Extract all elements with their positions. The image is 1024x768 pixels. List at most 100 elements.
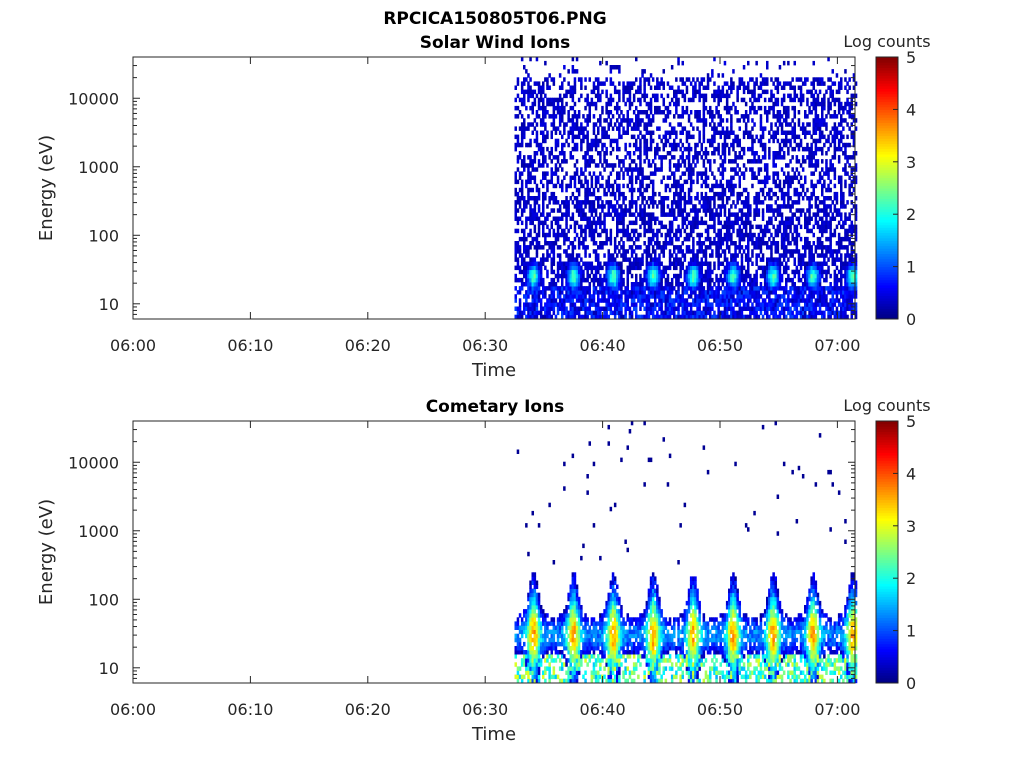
heatmap-cell [717,146,720,152]
heatmap-cell [734,159,737,164]
heatmap-cell [816,179,820,185]
heatmap-cell [685,290,689,295]
heatmap-cell [616,273,619,279]
heatmap-cell [763,77,767,82]
heatmap-cell [818,286,822,291]
heatmap-cell [586,118,589,123]
heatmap-cell [546,77,549,82]
heatmap-cell [666,310,670,316]
heatmap-cell [533,216,537,221]
heatmap-cell [533,167,537,172]
heatmap-cell [821,146,824,152]
heatmap-cell [818,224,822,230]
heatmap-cell [588,118,592,123]
heatmap-cell [632,110,636,115]
heatmap-cell [774,171,778,176]
heatmap-cell [618,89,621,95]
heatmap-cell [654,306,657,311]
heatmap-cell [535,232,539,238]
heatmap-cell [823,245,826,250]
heatmap-cell [715,286,718,291]
heatmap-cell [728,110,731,115]
heatmap-cell [780,126,784,131]
heatmap-cell [628,314,632,320]
heatmap-cell [533,175,537,180]
heatmap-cell [757,159,761,164]
heatmap-cell [550,196,554,201]
heatmap-cell [766,241,769,246]
heatmap-cell [561,97,564,103]
heatmap-cell [647,245,651,250]
heatmap-cell [666,306,670,311]
heatmap-cell [772,261,775,266]
heatmap-cell [698,282,701,287]
heatmap-cell [692,286,695,291]
heatmap-cell [643,277,646,283]
heatmap-cell [782,183,786,189]
heatmap-cell [542,134,545,140]
heatmap-cell [561,298,564,303]
heatmap-cell [694,261,697,266]
heatmap-cell [730,277,733,283]
heatmap-cell [698,85,701,90]
heatmap-cell [717,130,720,135]
heatmap-cell [573,183,577,189]
heatmap-cell [630,134,634,140]
heatmap-cell [749,105,752,111]
heatmap-cell [738,138,742,144]
heatmap-cell [666,232,670,238]
heatmap-cell [692,261,695,266]
heatmap-cell [823,196,826,201]
heatmap-cell [599,314,602,320]
heatmap-cell [789,286,792,291]
heatmap-cell [651,196,655,201]
heatmap-cell [582,290,585,295]
heatmap-cell [778,282,782,287]
heatmap-cell [766,269,769,275]
heatmap-cell [687,212,691,217]
heatmap-cell [533,261,537,266]
heatmap-cell [531,314,535,320]
heatmap-cell [696,265,699,271]
heatmap-cell [751,77,754,82]
heatmap-cell [601,298,604,303]
heatmap-cell [717,228,720,234]
heatmap-cell [683,277,687,283]
heatmap-cell [531,290,535,295]
heatmap-cell [821,101,824,107]
heatmap-cell [605,302,608,307]
heatmap-cell [537,97,541,103]
heatmap-cell [660,159,663,164]
heatmap-cell [571,118,575,123]
heatmap-cell [525,236,528,242]
heatmap-cell [713,126,716,131]
heatmap-cell [601,265,604,271]
heatmap-cell [814,273,818,279]
heatmap-cell [687,294,691,299]
heatmap-cell [639,81,642,86]
heatmap-cell [656,294,659,299]
heatmap-cell [546,257,549,262]
heatmap-cell [683,216,687,221]
heatmap-cell [624,310,627,316]
heatmap-cell [609,151,613,156]
heatmap-cell [759,306,763,311]
heatmap-cell [785,290,788,295]
heatmap-cell [668,294,672,299]
heatmap-cell [785,81,788,86]
heatmap-cell [605,134,608,140]
heatmap-cell [744,101,748,107]
heatmap-cell [700,290,704,295]
heatmap-cell [535,277,539,283]
heatmap-cell [787,196,790,201]
heatmap-cell [582,212,585,217]
heatmap-cell [586,196,589,201]
heatmap-cell [628,97,632,103]
heatmap-cell [780,216,784,221]
heatmap-cell [571,302,575,307]
heatmap-cell [717,212,720,217]
heatmap-cell [681,208,685,213]
heatmap-cell [592,114,596,119]
heatmap-cell [717,298,720,303]
heatmap-cell [537,277,541,283]
